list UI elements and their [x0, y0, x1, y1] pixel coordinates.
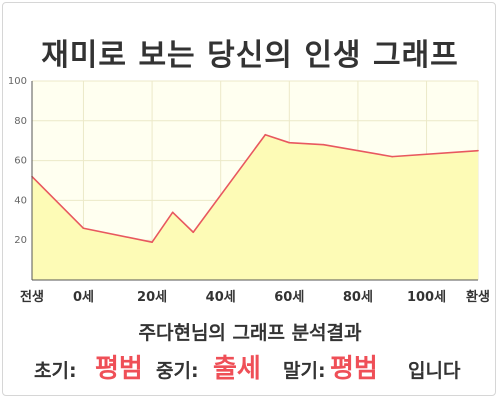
x-tick-label-1: 0세	[73, 290, 94, 305]
result-suffix: 입니다	[408, 360, 461, 382]
data-point-8	[391, 155, 394, 158]
mid-label: 중기:	[156, 360, 199, 382]
data-point-4	[192, 231, 195, 234]
data-point-3	[171, 211, 174, 214]
data-point-9	[477, 149, 479, 152]
late-value: 평범	[330, 354, 378, 384]
y-tick-label-20: 20	[14, 235, 27, 246]
x-tick-label-0: 전생	[20, 289, 44, 305]
mid-value: 출세	[213, 354, 261, 384]
data-point-1	[82, 227, 85, 230]
data-point-6	[288, 141, 291, 144]
page-title: 재미로 보는 당신의 인생 그래프	[41, 38, 459, 73]
x-tick-label-6: 100세	[407, 290, 446, 305]
y-tick-label-40: 40	[14, 195, 27, 206]
analysis-subtitle: 주다현님의 그래프 분석결과	[138, 322, 362, 344]
life-area-fill	[32, 134, 478, 280]
plot-area: 20 40 60 80 100 전생 0세 20세 40세 60세 80세 100세 환생	[8, 76, 490, 305]
life-series-line	[31, 133, 479, 243]
x-tick-label-3: 40세	[206, 290, 236, 305]
early-label: 초기:	[34, 360, 77, 382]
x-tick-label-2: 20세	[137, 290, 167, 305]
analysis-result: 초기: 평범 중기: 출세 말기: 평범 입니다	[0, 346, 500, 384]
y-tick-label-60: 60	[14, 156, 27, 167]
late-label: 말기:	[283, 360, 326, 382]
data-point-2	[151, 241, 153, 243]
data-point-7	[322, 143, 325, 146]
x-tick-label-5: 80세	[343, 290, 373, 305]
early-value: 평범	[95, 354, 143, 384]
y-tick-label-100: 100	[8, 76, 27, 87]
data-point-5	[264, 133, 267, 136]
x-tick-label-7: 환생	[466, 289, 490, 305]
x-tick-label-4: 60세	[274, 290, 304, 305]
y-tick-label-80: 80	[14, 116, 27, 127]
